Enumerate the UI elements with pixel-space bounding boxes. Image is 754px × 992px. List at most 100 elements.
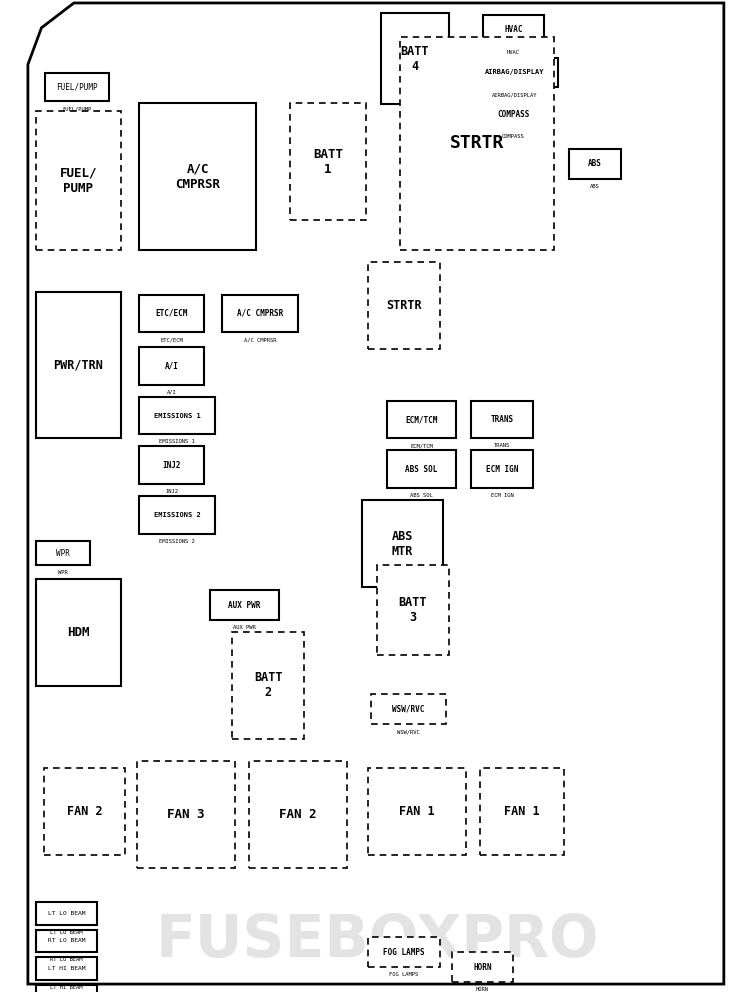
Text: FAN 2: FAN 2: [66, 805, 103, 818]
Text: ECM/TCM: ECM/TCM: [410, 443, 433, 448]
Text: FUEL/
PUMP: FUEL/ PUMP: [60, 167, 97, 194]
Bar: [362, 500, 443, 587]
Text: HVAC: HVAC: [504, 25, 523, 35]
Text: LT LO BEAM: LT LO BEAM: [48, 911, 85, 916]
Text: ABS: ABS: [590, 184, 599, 188]
Text: STRTR: STRTR: [386, 299, 421, 312]
Text: FAN 1: FAN 1: [504, 805, 540, 818]
Bar: [400, 37, 554, 250]
Bar: [371, 694, 446, 724]
Text: FAN 1: FAN 1: [399, 805, 435, 818]
Bar: [139, 103, 256, 250]
Text: COMPASS: COMPASS: [502, 134, 525, 139]
Text: FOG LAMPS: FOG LAMPS: [383, 947, 425, 957]
Text: ABS: ABS: [588, 159, 602, 169]
Text: INJ2: INJ2: [162, 460, 181, 470]
Text: WSW/RVC: WSW/RVC: [393, 704, 425, 714]
Bar: [471, 58, 558, 87]
Text: A/I: A/I: [164, 361, 179, 371]
Bar: [36, 111, 121, 250]
Bar: [36, 292, 121, 438]
Text: HORN: HORN: [476, 987, 489, 992]
Text: HVAC: HVAC: [507, 50, 520, 55]
Bar: [139, 446, 204, 484]
Text: BATT
4: BATT 4: [400, 45, 429, 72]
Bar: [483, 99, 544, 129]
Bar: [139, 397, 215, 434]
Text: ETC/ECM: ETC/ECM: [155, 309, 188, 318]
Bar: [480, 768, 564, 855]
Text: WPR: WPR: [59, 570, 68, 575]
Bar: [483, 15, 544, 45]
Text: INJ2: INJ2: [165, 489, 179, 494]
Text: EMISSIONS 1: EMISSIONS 1: [159, 439, 195, 444]
Text: WSW/RVC: WSW/RVC: [397, 729, 420, 734]
Bar: [36, 957, 97, 980]
Bar: [45, 73, 109, 101]
Text: BATT
3: BATT 3: [399, 596, 427, 624]
Text: LT LO BEAM: LT LO BEAM: [50, 930, 83, 934]
Bar: [452, 952, 513, 982]
Bar: [569, 149, 621, 179]
Text: ABS SOL: ABS SOL: [406, 464, 437, 474]
Text: A/I: A/I: [167, 390, 176, 395]
Bar: [249, 761, 347, 868]
Text: RT LO BEAM: RT LO BEAM: [50, 957, 83, 962]
Text: STRTR: STRTR: [449, 134, 504, 153]
Text: EMISSIONS 2: EMISSIONS 2: [154, 512, 201, 518]
Bar: [36, 985, 97, 992]
Bar: [139, 347, 204, 385]
Bar: [210, 590, 279, 620]
Text: FUEL/PUMP: FUEL/PUMP: [63, 106, 91, 111]
Bar: [222, 295, 298, 332]
Bar: [36, 579, 121, 686]
Text: FUEL/PUMP: FUEL/PUMP: [57, 82, 98, 92]
Text: ABS SOL: ABS SOL: [410, 493, 433, 498]
Text: HORN: HORN: [474, 962, 492, 972]
Text: AUX PWR: AUX PWR: [233, 625, 256, 630]
Text: ECM IGN: ECM IGN: [486, 464, 518, 474]
Text: LT HI BEAM: LT HI BEAM: [48, 966, 85, 971]
Bar: [368, 262, 440, 349]
Bar: [139, 496, 215, 534]
Text: HDM: HDM: [67, 626, 90, 640]
Text: BATT
2: BATT 2: [254, 672, 282, 699]
Text: ABS
MTR: ABS MTR: [392, 530, 413, 558]
Text: PWR/TRN: PWR/TRN: [54, 358, 103, 372]
Bar: [368, 768, 466, 855]
Text: TRANS: TRANS: [494, 443, 510, 448]
Bar: [471, 450, 533, 488]
Text: EMISSIONS 1: EMISSIONS 1: [154, 413, 201, 419]
Text: A/C CMPRSR: A/C CMPRSR: [244, 337, 277, 342]
Text: BATT
1: BATT 1: [313, 148, 343, 176]
Text: FOG LAMPS: FOG LAMPS: [389, 972, 418, 977]
Bar: [232, 632, 304, 739]
Text: TRANS: TRANS: [491, 415, 513, 425]
Bar: [44, 768, 125, 855]
Bar: [290, 103, 366, 220]
Text: WPR: WPR: [57, 549, 70, 558]
Text: ETC/ECM: ETC/ECM: [161, 337, 183, 342]
Bar: [381, 13, 449, 104]
Text: A/C
CMPRSR: A/C CMPRSR: [176, 163, 220, 190]
Bar: [36, 930, 97, 952]
Text: COMPASS: COMPASS: [498, 109, 529, 119]
Text: EMISSIONS 2: EMISSIONS 2: [159, 539, 195, 544]
Text: FAN 3: FAN 3: [167, 807, 205, 821]
Text: RT LO BEAM: RT LO BEAM: [48, 938, 85, 943]
Bar: [377, 565, 449, 655]
Bar: [368, 937, 440, 967]
Text: ECM/TCM: ECM/TCM: [406, 415, 437, 425]
Bar: [139, 295, 204, 332]
Text: AIRBAG/DISPLAY: AIRBAG/DISPLAY: [492, 92, 538, 97]
Text: AIRBAG/DISPLAY: AIRBAG/DISPLAY: [485, 69, 544, 75]
Text: LT HI BEAM: LT HI BEAM: [50, 985, 83, 990]
Bar: [36, 541, 90, 565]
Text: A/C CMPRSR: A/C CMPRSR: [237, 309, 284, 318]
Text: AUX PWR: AUX PWR: [228, 600, 260, 610]
Bar: [471, 401, 533, 438]
Bar: [387, 401, 456, 438]
Text: FAN 2: FAN 2: [279, 807, 317, 821]
Bar: [137, 761, 235, 868]
Bar: [387, 450, 456, 488]
